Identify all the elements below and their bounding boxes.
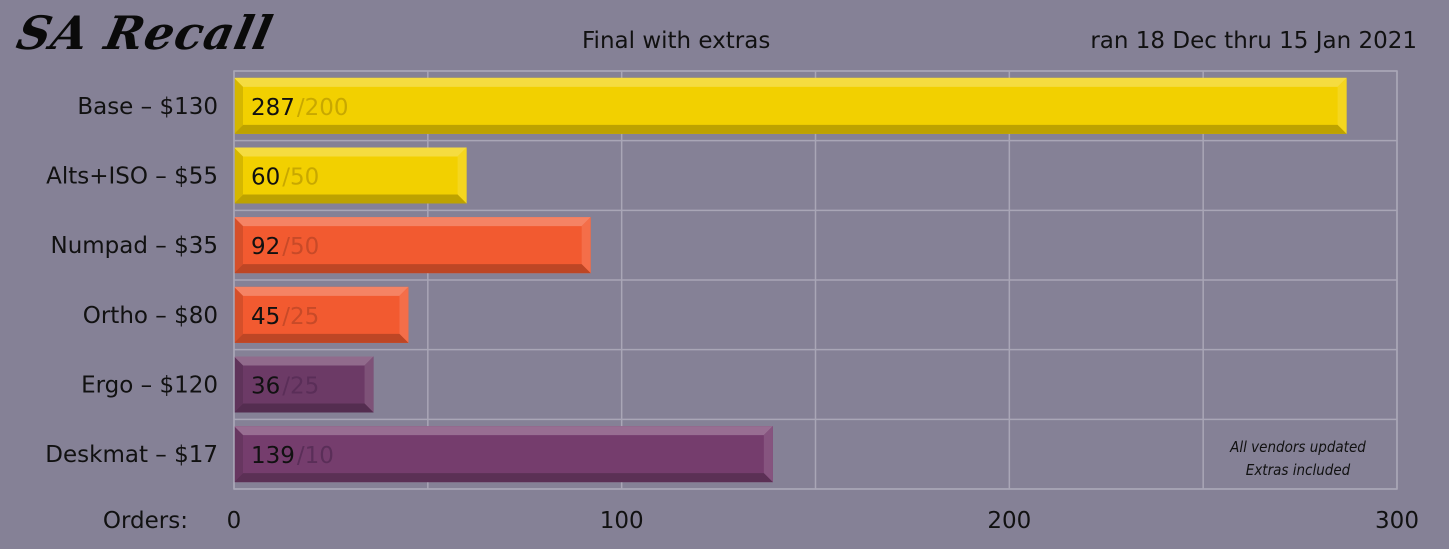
category-label: Ergo – $120 [81, 373, 218, 399]
value-label: 287 [251, 95, 295, 121]
bar [234, 217, 591, 274]
chart-subtitle: Final with extras [582, 28, 771, 54]
x-axis-label: Orders: [103, 508, 188, 534]
category-label: Deskmat – $17 [45, 442, 218, 468]
goal-label: /50 [282, 234, 319, 260]
bar-bevel-top [234, 77, 1347, 87]
bar-bevel-top [234, 356, 374, 366]
goal-label: /10 [297, 443, 334, 469]
annotation-note: Extras included [1246, 461, 1351, 479]
x-tick-label: 100 [600, 508, 644, 534]
x-tick-label: 200 [987, 508, 1031, 534]
bar-bevel-right [763, 426, 773, 483]
value-label: 92 [251, 234, 280, 260]
bar [234, 147, 467, 204]
bar [234, 286, 409, 343]
bar-bevel-bottom [234, 124, 1347, 134]
bar-bevel-bottom [234, 403, 374, 413]
bar-bevel-left [234, 147, 243, 204]
bar-bevel-left [234, 217, 243, 274]
value-label: 60 [251, 165, 280, 191]
goal-label: /25 [282, 304, 319, 330]
bar-bevel-left [234, 286, 243, 343]
bar-bevel-right [457, 147, 467, 204]
bar-bevel-top [234, 147, 467, 157]
goal-label: /25 [282, 374, 319, 400]
x-tick-label: 300 [1375, 508, 1419, 534]
bar-bevel-right [1337, 77, 1347, 134]
date-range: ran 18 Dec thru 15 Jan 2021 [1090, 28, 1417, 54]
bar-bevel-left [234, 77, 243, 134]
bar-bevel-bottom [234, 264, 591, 274]
bar [234, 77, 1347, 134]
bar-bevel-bottom [234, 194, 467, 204]
bar [234, 426, 773, 483]
category-label: Ortho – $80 [83, 303, 218, 329]
bar-bevel-top [234, 217, 591, 227]
bar-bevel-top [234, 286, 409, 296]
value-label: 139 [251, 443, 295, 469]
bar-bevel-left [234, 356, 243, 413]
bar-bevel-top [234, 426, 773, 436]
bar-bevel-bottom [234, 333, 409, 343]
value-label: 36 [251, 374, 280, 400]
bar-bevel-right [399, 286, 409, 343]
category-label: Base – $130 [77, 94, 218, 120]
bar-bevel-bottom [234, 473, 773, 483]
bar-bevel-left [234, 426, 243, 483]
bar-bevel-right [364, 356, 374, 413]
goal-label: /200 [297, 95, 349, 121]
bar [234, 356, 374, 413]
plot-border [233, 70, 1398, 490]
goal-label: /50 [282, 165, 319, 191]
x-tick-label: 0 [227, 508, 242, 534]
annotation-note: All vendors updated [1229, 438, 1366, 456]
category-label: Numpad – $35 [50, 233, 218, 259]
value-label: 45 [251, 304, 280, 330]
bar-bevel-right [581, 217, 591, 274]
category-label: Alts+ISO – $55 [46, 164, 218, 190]
